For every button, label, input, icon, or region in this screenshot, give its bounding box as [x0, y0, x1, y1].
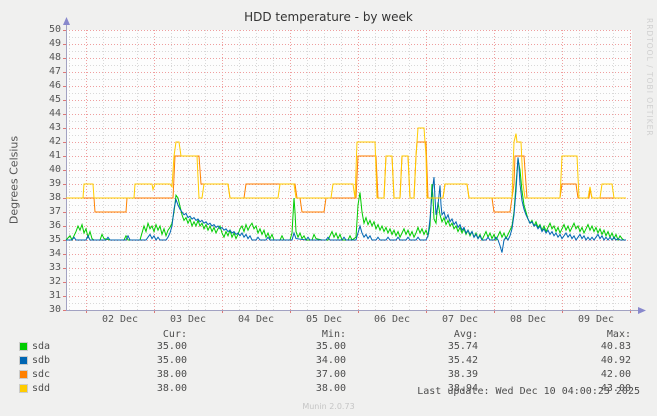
sdb-color-swatch: [19, 356, 28, 365]
sdd-color-swatch: [19, 384, 28, 393]
sdc-min: 37.00: [315, 369, 346, 380]
sda-cur: 35.00: [156, 341, 187, 352]
legend-row-sdc: sdc 38.00 37.00 38.39 42.00: [0, 369, 657, 383]
legend-header-cur: Cur:: [162, 329, 187, 340]
series-label: sdd: [32, 383, 51, 394]
legend-row-sda: sda 35.00 35.00 35.74 40.83: [0, 341, 657, 355]
legend-row-sdb: sdb 35.00 34.00 35.42 40.92: [0, 355, 657, 369]
legend-header-min: Min:: [321, 329, 346, 340]
legend-row-sdd: sdd 38.00 38.00 38.94 43.00: [0, 383, 657, 397]
rrdtool-watermark: RRDTOOL / TOBI OETIKER: [645, 18, 654, 137]
sdb-cur: 35.00: [156, 355, 187, 366]
munin-version: Munin 2.0.73: [302, 402, 355, 411]
series-label: sdb: [32, 355, 51, 366]
sdd-cur: 38.00: [156, 383, 187, 394]
sda-max: 40.83: [600, 341, 631, 352]
legend: Cur: Min: Avg: Max: sda 35.00 35.00 35.7…: [0, 329, 657, 399]
sdb-avg: 35.42: [447, 355, 478, 366]
sdd-avg: 38.94: [447, 383, 478, 394]
sdd-max: 43.00: [600, 383, 631, 394]
sdc-max: 42.00: [600, 369, 631, 380]
sdc-color-swatch: [19, 370, 28, 379]
series-label: sda: [32, 341, 51, 352]
sda-avg: 35.74: [447, 341, 478, 352]
legend-header-max: Max:: [606, 329, 631, 340]
sdb-max: 40.92: [600, 355, 631, 366]
sdc-cur: 38.00: [156, 369, 187, 380]
last-update: Last update: Wed Dec 10 04:00:23 2025: [417, 386, 640, 397]
chart-title: HDD temperature - by week: [244, 10, 413, 24]
sda-min: 35.00: [315, 341, 346, 352]
sda-color-swatch: [19, 342, 28, 351]
legend-header-avg: Avg:: [453, 329, 478, 340]
sdb-min: 34.00: [315, 355, 346, 366]
legend-header-row: Cur: Min: Avg: Max:: [0, 329, 657, 343]
sdc-avg: 38.39: [447, 369, 478, 380]
sdd-min: 38.00: [315, 383, 346, 394]
series-label: sdc: [32, 369, 51, 380]
